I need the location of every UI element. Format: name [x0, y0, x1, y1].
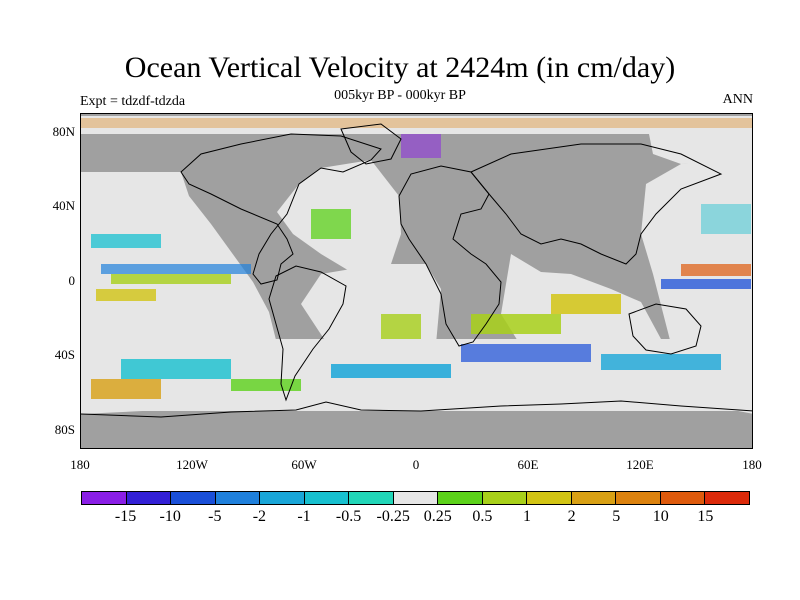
north-america-coast [180, 133, 382, 285]
colorbar-cell [527, 492, 572, 504]
colorbar-label: 10 [652, 508, 669, 525]
colorbar-cell [393, 492, 439, 504]
colorbar-cell [660, 492, 706, 504]
colorbar-cell [126, 492, 172, 504]
arctic-ocean [81, 116, 752, 134]
colorbar-cell [171, 492, 216, 504]
colorbar-label: -0.25 [376, 508, 410, 525]
south-america-coast [268, 265, 347, 402]
velocity-blotches [81, 118, 752, 399]
colorbar-cell [215, 492, 261, 504]
lon-label-120w: 120W [176, 457, 208, 472]
lon-label-180e: 180 [742, 457, 762, 472]
colorbar-label: -1 [297, 508, 311, 525]
colorbar-label: -10 [159, 508, 181, 525]
lon-label-0: 0 [412, 457, 420, 472]
antarctica-coast [81, 400, 752, 418]
colorbar-label: -5 [208, 508, 222, 525]
colorbar-label: 15 [697, 508, 714, 525]
colorbar-cell [571, 492, 617, 504]
colorbar-label: 5 [612, 508, 621, 525]
australia-coast [628, 303, 702, 355]
bering-sea [649, 134, 752, 164]
colorbar-cell [438, 492, 483, 504]
lat-label-0: 0 [68, 273, 76, 288]
lat-label-40n: 40N [52, 198, 75, 213]
lon-label-120e: 120E [626, 457, 654, 472]
lon-label-180w: 180 [70, 457, 90, 472]
colorbar-cell [616, 492, 661, 504]
greenland-coast [340, 123, 402, 165]
lon-label-60w: 60W [291, 457, 317, 472]
lat-label-40s: 40S [54, 347, 75, 362]
colorbar-cell [482, 492, 528, 504]
colorbar-cell [304, 492, 350, 504]
map-canvas [81, 114, 752, 448]
colorbar-cell [349, 492, 394, 504]
coastlines [81, 123, 752, 418]
colorbar-cell [705, 492, 749, 504]
colorbar-label: 0.5 [472, 508, 493, 525]
colorbar-label: -0.5 [335, 508, 362, 525]
experiment-label: Expt = tdzdf-tdzda [80, 94, 186, 109]
colorbar [81, 491, 750, 505]
colorbar-label: -2 [252, 508, 267, 525]
plot-title: Ocean Vertical Velocity at 2424m (in cm/… [124, 51, 676, 84]
colorbar-label: 1 [523, 508, 531, 525]
colorbar-cell [82, 492, 127, 504]
colorbar-cell [260, 492, 305, 504]
lat-label-80n: 80N [52, 124, 75, 139]
lat-label-80s: 80S [54, 422, 75, 437]
lon-label-60e: 60E [517, 457, 539, 472]
colorbar-label: -15 [114, 508, 137, 525]
plot-subtitle: 005kyr BP - 000kyr BP [334, 88, 466, 103]
colorbar-label: 2 [567, 508, 576, 525]
map-panel [80, 113, 753, 449]
season-label: ANN [722, 92, 753, 107]
colorbar-label: 0.25 [423, 508, 452, 525]
asia-coast [470, 143, 723, 265]
